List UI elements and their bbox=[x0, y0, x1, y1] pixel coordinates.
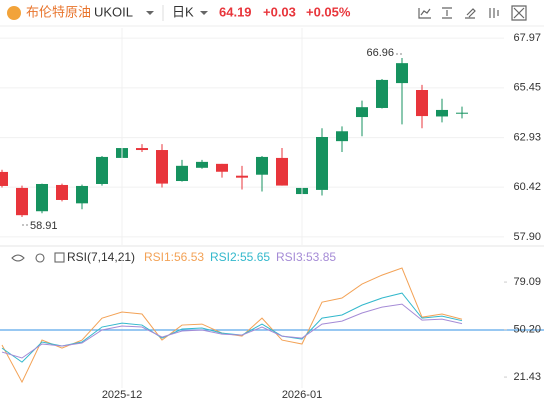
y-tick-label: 62.93 bbox=[513, 131, 541, 143]
candle-body bbox=[0, 171, 8, 186]
x-tick-label: 2026-01 bbox=[282, 389, 322, 401]
candle-body bbox=[256, 156, 268, 175]
last-price: 64.19 bbox=[219, 4, 252, 19]
instrument-name[interactable]: 布伦特原油 bbox=[26, 4, 91, 19]
candle-body bbox=[456, 112, 468, 114]
tool-icon[interactable] bbox=[489, 8, 499, 18]
candle-body bbox=[16, 187, 28, 216]
candle-body bbox=[216, 163, 228, 172]
dropdown-arrow[interactable] bbox=[146, 11, 154, 15]
price-change: +0.03 bbox=[263, 4, 296, 19]
tool-icon[interactable] bbox=[511, 5, 527, 21]
candle-body bbox=[436, 109, 448, 117]
dropdown-arrow[interactable] bbox=[200, 11, 208, 15]
candle-body bbox=[236, 175, 248, 178]
symbol[interactable]: UKOIL bbox=[94, 4, 133, 19]
candle-body bbox=[156, 150, 168, 184]
candle-body bbox=[176, 165, 188, 182]
y-tick-label: 57.90 bbox=[513, 231, 541, 243]
expand-icon[interactable] bbox=[54, 252, 65, 263]
y-tick-label: 60.42 bbox=[513, 181, 541, 193]
legend-entry: RSI3:53.85 bbox=[276, 250, 336, 264]
indicator-title: RSI(7,14,21) bbox=[67, 250, 135, 264]
y-tick-label: 21.43 bbox=[513, 371, 541, 383]
candle-body bbox=[96, 156, 108, 184]
candle-body bbox=[36, 183, 48, 212]
min-label: 58.91 bbox=[30, 220, 58, 232]
candle-body bbox=[196, 161, 208, 168]
rsi-line bbox=[1, 303, 463, 359]
candle-body bbox=[316, 136, 328, 190]
y-tick-label: 50.20 bbox=[513, 324, 541, 336]
tool-icon[interactable] bbox=[465, 8, 476, 19]
legend-entry: RSI1:56.53 bbox=[144, 250, 204, 264]
symbol-icon bbox=[7, 6, 21, 20]
y-tick-label: 65.45 bbox=[513, 82, 541, 94]
x-tick-label: 2025-12 bbox=[102, 389, 142, 401]
visibility-icon[interactable] bbox=[11, 254, 25, 262]
max-label: 66.96 bbox=[366, 47, 394, 59]
tool-icon[interactable] bbox=[418, 8, 431, 19]
candle-body bbox=[416, 90, 428, 117]
period[interactable]: 日K bbox=[172, 4, 194, 19]
price-change-pct: +0.05% bbox=[306, 4, 351, 19]
candle-body bbox=[136, 148, 148, 151]
candle-body bbox=[336, 131, 348, 142]
tool-icon[interactable] bbox=[442, 7, 452, 19]
candle-body bbox=[376, 79, 388, 108]
candle-body bbox=[56, 184, 68, 200]
candle-body bbox=[396, 63, 408, 84]
settings-icon[interactable] bbox=[35, 253, 45, 263]
y-tick-label: 67.97 bbox=[513, 32, 541, 44]
y-tick-label: 79.09 bbox=[513, 276, 541, 288]
candle-body bbox=[76, 185, 88, 204]
legend-entry: RSI2:55.65 bbox=[210, 250, 270, 264]
candle-body bbox=[356, 107, 368, 118]
candle-body bbox=[276, 157, 288, 186]
